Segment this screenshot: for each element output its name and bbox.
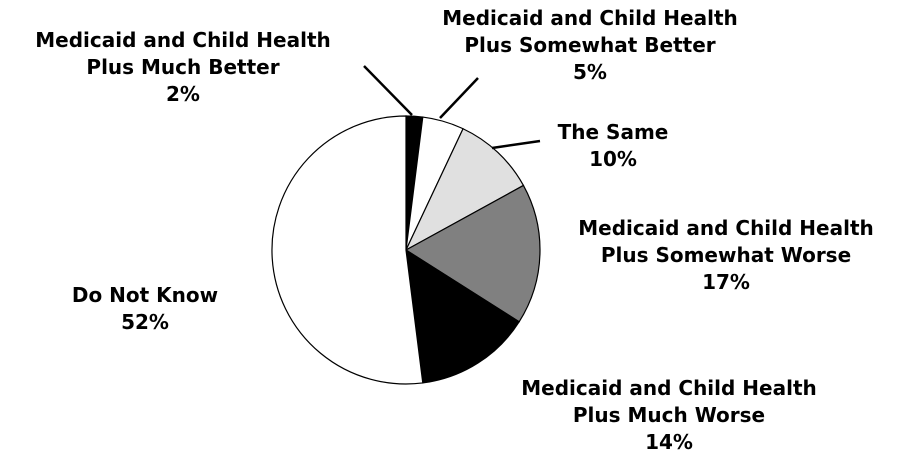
slice-category-label: Do Not Know: [72, 283, 218, 307]
slice-category-label: Plus Somewhat Worse: [601, 243, 851, 267]
slice-label-4: Medicaid and Child Health Plus Much Worse…: [521, 376, 817, 454]
pie-slice-3: [404, 184, 541, 323]
slice-value-label: 5%: [573, 60, 607, 84]
slice-category-label: Medicaid and Child Health: [442, 6, 738, 30]
slice-category-label: The Same: [558, 120, 669, 144]
slice-label-3: Medicaid and Child Health Plus Somewhat W…: [578, 216, 874, 294]
slice-category-label: Plus Much Better: [86, 55, 279, 79]
slice-label-2: The Same 10%: [558, 120, 669, 171]
slice-category-label: Plus Much Worse: [573, 403, 765, 427]
slice-category-label: Plus Somewhat Better: [464, 33, 715, 57]
slice-label-5: Do Not Know 52%: [72, 283, 218, 334]
pie-slice-2: [404, 127, 525, 252]
slice-value-label: 10%: [589, 147, 637, 171]
slice-value-label: 17%: [702, 270, 750, 294]
slice-value-label: 2%: [166, 82, 200, 106]
leader-line-0: [363, 65, 413, 116]
pie-slice-5: [271, 115, 424, 385]
slice-label-1: Medicaid and Child Health Plus Somewhat B…: [442, 6, 738, 84]
slice-category-label: Medicaid and Child Health: [578, 216, 874, 240]
leader-line-1: [439, 77, 479, 119]
slice-label-0: Medicaid and Child Health Plus Much Bette…: [35, 28, 331, 106]
pie-slice-4: [405, 248, 520, 384]
slice-value-label: 52%: [121, 310, 169, 334]
slice-category-label: Medicaid and Child Health: [521, 376, 817, 400]
leader-line-2: [491, 139, 541, 150]
slice-value-label: 14%: [645, 430, 693, 454]
slice-category-label: Medicaid and Child Health: [35, 28, 331, 52]
